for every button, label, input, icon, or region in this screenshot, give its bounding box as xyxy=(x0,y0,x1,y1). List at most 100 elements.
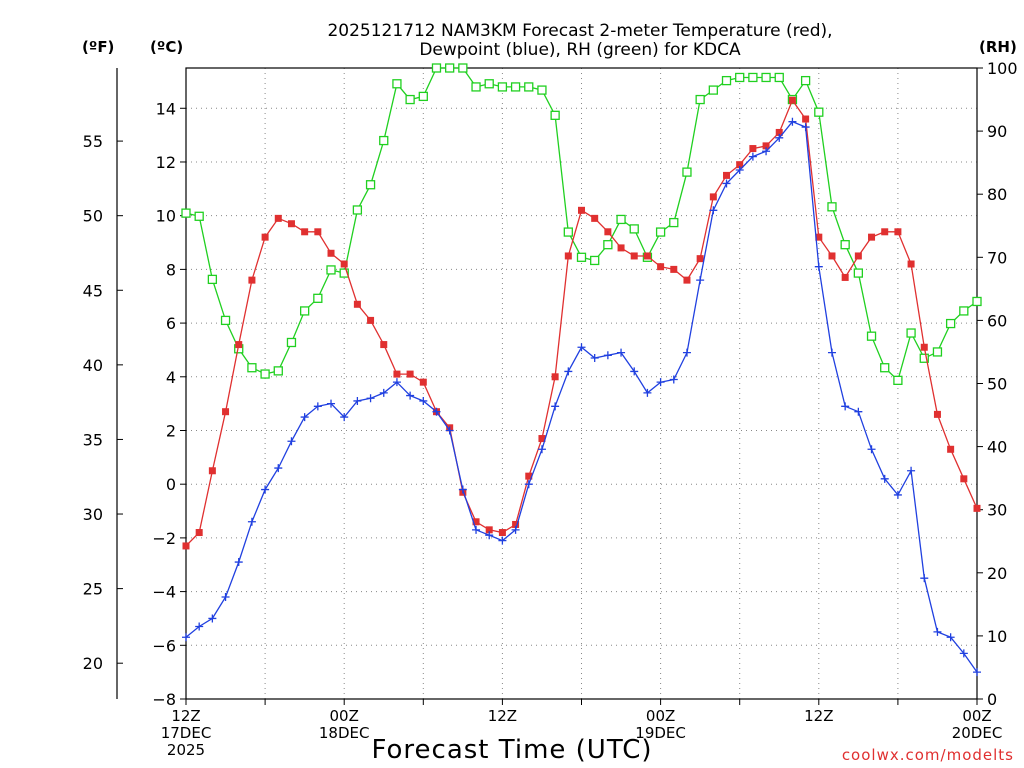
x-tick-label: 12Z xyxy=(488,707,517,725)
rh-point xyxy=(866,331,877,341)
x-tick-label: 12Z xyxy=(171,707,200,725)
temperature-point xyxy=(182,542,190,550)
dewpoint-point xyxy=(946,633,955,642)
rh-point xyxy=(590,255,600,266)
rh-point xyxy=(313,293,323,303)
rh-tick-label: 10 xyxy=(987,627,1007,646)
fahrenheit-tick-label: 55 xyxy=(83,132,103,151)
grid-lines xyxy=(186,68,977,699)
rh-point xyxy=(616,214,626,225)
rh-point xyxy=(273,366,283,376)
rh-tick-label: 40 xyxy=(987,438,1007,457)
dewpoint-point xyxy=(617,348,626,357)
fahrenheit-tick-label: 20 xyxy=(83,654,103,673)
dewpoint-point xyxy=(669,375,678,384)
series-temperature xyxy=(182,96,981,550)
dewpoint-point xyxy=(827,348,836,357)
rh-point xyxy=(405,94,415,105)
rh-point xyxy=(299,306,310,316)
temperature-point xyxy=(617,244,625,252)
dewpoint-point xyxy=(419,396,428,405)
rh-point xyxy=(655,227,666,237)
rh-point xyxy=(445,63,455,73)
dewpoint-point xyxy=(577,343,586,352)
x-axis-title: Forecast Time (UTC) xyxy=(371,735,652,765)
celsius-tick-label: −4 xyxy=(152,583,176,602)
rh-point xyxy=(576,252,587,262)
temperature-point xyxy=(696,255,704,263)
temperature-point xyxy=(578,206,585,214)
x-tick-label: 19DEC xyxy=(635,724,686,742)
rh-point xyxy=(840,240,850,250)
temperature-point xyxy=(920,343,928,351)
dewpoint-point xyxy=(603,351,612,360)
rh-point xyxy=(721,75,732,86)
temperature-point xyxy=(538,435,546,443)
rh-point xyxy=(735,72,745,83)
temperature-point xyxy=(881,228,889,236)
rh-point xyxy=(524,82,534,92)
x-tick-label: 20DEC xyxy=(952,724,1003,742)
fahrenheit-tick-label: 45 xyxy=(83,281,103,300)
temperature-point xyxy=(841,273,849,281)
dewpoint-point xyxy=(208,614,217,623)
temperature-point xyxy=(933,410,941,418)
dewpoint-point xyxy=(722,179,731,188)
rh-point xyxy=(708,85,718,95)
dewpoint-point xyxy=(696,276,705,285)
temperature-point xyxy=(630,252,638,260)
temperature-point xyxy=(353,300,361,308)
rh-tick-label: 0 xyxy=(987,690,997,709)
temperature-point xyxy=(327,249,335,257)
rh-point xyxy=(945,318,956,329)
rh-tick-label: 50 xyxy=(987,375,1007,394)
temperature-point xyxy=(604,228,612,236)
dewpoint-point xyxy=(656,378,665,387)
fahrenheit-tick-label: 40 xyxy=(83,356,103,375)
dewpoint-point xyxy=(814,262,823,271)
fahrenheit-tick-label: 30 xyxy=(83,505,103,524)
rh-point xyxy=(247,363,257,373)
dewpoint-point xyxy=(867,445,876,454)
rh-point xyxy=(339,268,349,278)
rh-tick-label: 30 xyxy=(987,501,1007,520)
dewpoint-point xyxy=(485,531,494,540)
celsius-tick-label: −8 xyxy=(152,690,176,709)
credit-text: coolwx.com/modelts xyxy=(842,746,1014,764)
dewpoint-point xyxy=(195,622,204,631)
dewpoint-point xyxy=(748,152,757,161)
axis-ticks: −8 −6 −4 −2 0 2 4 6 8 10 12 14 20 25 30 35 40 45 50 55 0 10 20… xyxy=(83,59,1018,709)
temperature-point xyxy=(762,142,770,150)
temperature-point xyxy=(960,475,968,483)
fahrenheit-unit-label: (ºF) xyxy=(82,38,114,56)
fahrenheit-tick-label: 50 xyxy=(83,207,103,226)
rh-point xyxy=(959,306,969,316)
temperature-point xyxy=(248,276,256,284)
temperature-point xyxy=(591,214,599,222)
temperature-point xyxy=(947,445,955,453)
series-rh xyxy=(181,63,982,385)
rh-point xyxy=(932,347,943,357)
temperature-point xyxy=(551,373,559,381)
celsius-unit-label: (ºC) xyxy=(150,38,183,56)
rh-point xyxy=(919,353,929,363)
dewpoint-point xyxy=(880,474,889,483)
rh-point xyxy=(220,315,231,326)
temperature-point xyxy=(525,472,533,480)
rh-point xyxy=(972,296,982,307)
temperature-point xyxy=(195,529,203,537)
rh-point xyxy=(629,224,639,234)
rh-point xyxy=(774,72,784,83)
x-tick-label: 12Z xyxy=(804,707,833,725)
rh-point xyxy=(326,265,336,275)
temperature-point xyxy=(894,228,902,236)
temperature-point xyxy=(208,467,216,475)
temperature-point xyxy=(907,260,915,268)
temperature-point xyxy=(788,96,796,104)
dewpoint-point xyxy=(274,464,283,473)
dewpoint-point xyxy=(445,426,454,435)
dewpoint-point xyxy=(682,348,691,357)
temperature-point xyxy=(868,233,876,241)
